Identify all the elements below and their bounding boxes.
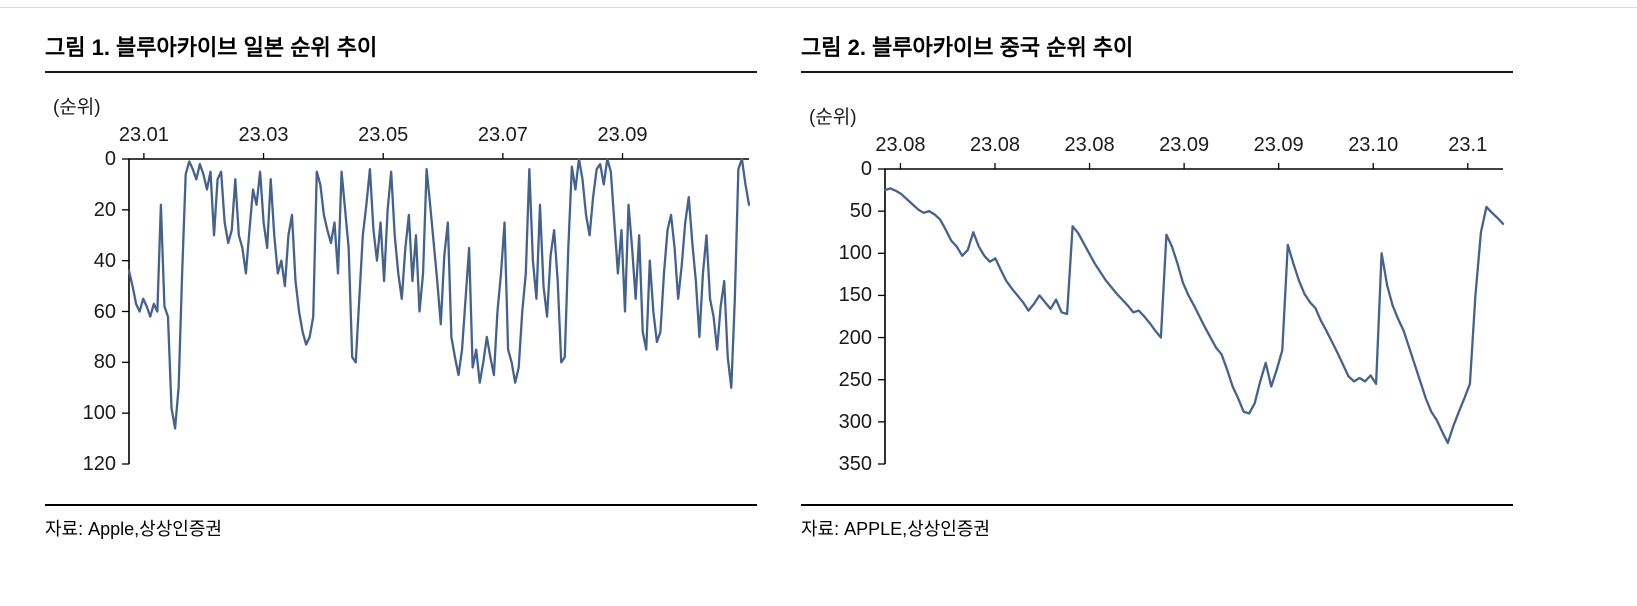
- y-tick-label: 100: [82, 402, 116, 425]
- china-rank-line-chart: (순위) 23.08 23.08 23.08 23.09 23.09 23.10 23.1 …: [809, 105, 1513, 475]
- x-tick-label: 23.07: [477, 124, 528, 146]
- line-plot-svg: [122, 153, 751, 465]
- y-tick-label: 300: [838, 410, 872, 433]
- plot-area: 0 20 40 60 80 100 120: [83, 148, 757, 475]
- y-tick-label: 200: [838, 326, 872, 349]
- rank-series-line: [127, 157, 751, 430]
- x-tick-label: 23.09: [1253, 134, 1304, 156]
- source-note: 자료: APPLE,상상인증권: [801, 519, 990, 539]
- line-plot-svg: [878, 163, 1505, 465]
- x-tick-label: 23.08: [875, 134, 926, 156]
- x-tick-label: 23.03: [238, 124, 289, 146]
- y-tick-label: 100: [838, 242, 872, 265]
- figure-bottom-rule: [801, 504, 1513, 506]
- rank-series-line: [883, 187, 1505, 445]
- figure-1-japan-rank: 그림 1. 블루아카이브 일본 순위 추이 (순위) 23.01 23.03 23.…: [45, 30, 757, 541]
- y-tick-label: 50: [849, 200, 872, 223]
- y-tick-label: 40: [93, 249, 116, 272]
- x-axis-labels: 23.08 23.08 23.08 23.09 23.09 23.10 23.1: [875, 131, 1513, 161]
- x-axis-labels: 23.01 23.03 23.05 23.07 23.09: [119, 121, 757, 151]
- figures-row: 그림 1. 블루아카이브 일본 순위 추이 (순위) 23.01 23.03 23.…: [0, 8, 1637, 541]
- x-tick-label: 23.09: [597, 124, 648, 146]
- x-tick-label: 23.1: [1448, 134, 1488, 156]
- x-tick-label: 23.10: [1348, 134, 1399, 156]
- y-axis-unit-label: (순위): [53, 97, 101, 118]
- x-tick-label: 23.08: [1064, 134, 1115, 156]
- x-tick-label: 23.01: [118, 124, 169, 146]
- y-tick-label: 20: [93, 198, 116, 221]
- japan-rank-line-chart: (순위) 23.01 23.03 23.05 23.07 23.09 0 20 40 60 80…: [53, 95, 757, 475]
- y-tick-label: 150: [838, 284, 872, 307]
- top-divider: [0, 7, 1637, 8]
- x-tick-label: 23.08: [969, 134, 1021, 156]
- y-tick-label: 60: [93, 300, 116, 323]
- y-tick-label: 250: [838, 368, 872, 391]
- figure-2-china-rank: 그림 2. 블루아카이브 중국 순위 추이 (순위) 23.08 23.08 23.…: [801, 30, 1513, 541]
- figure-title: 그림 2. 블루아카이브 중국 순위 추이: [801, 30, 1513, 73]
- plot-area: 0 50 100 150 200 250 300 350: [839, 158, 1513, 475]
- source-note: 자료: Apple,상상인증권: [45, 519, 222, 539]
- y-axis-unit-label: (순위): [809, 107, 857, 128]
- y-tick-label: 0: [860, 158, 872, 180]
- y-tick-label: 0: [104, 148, 116, 170]
- y-tick-label: 350: [838, 453, 872, 475]
- figure-title: 그림 1. 블루아카이브 일본 순위 추이: [45, 30, 757, 73]
- figure-bottom-rule: [45, 504, 757, 506]
- y-tick-label: 80: [93, 351, 116, 374]
- x-tick-label: 23.05: [358, 124, 409, 146]
- x-tick-label: 23.09: [1159, 134, 1210, 156]
- y-tick-label: 120: [82, 453, 116, 475]
